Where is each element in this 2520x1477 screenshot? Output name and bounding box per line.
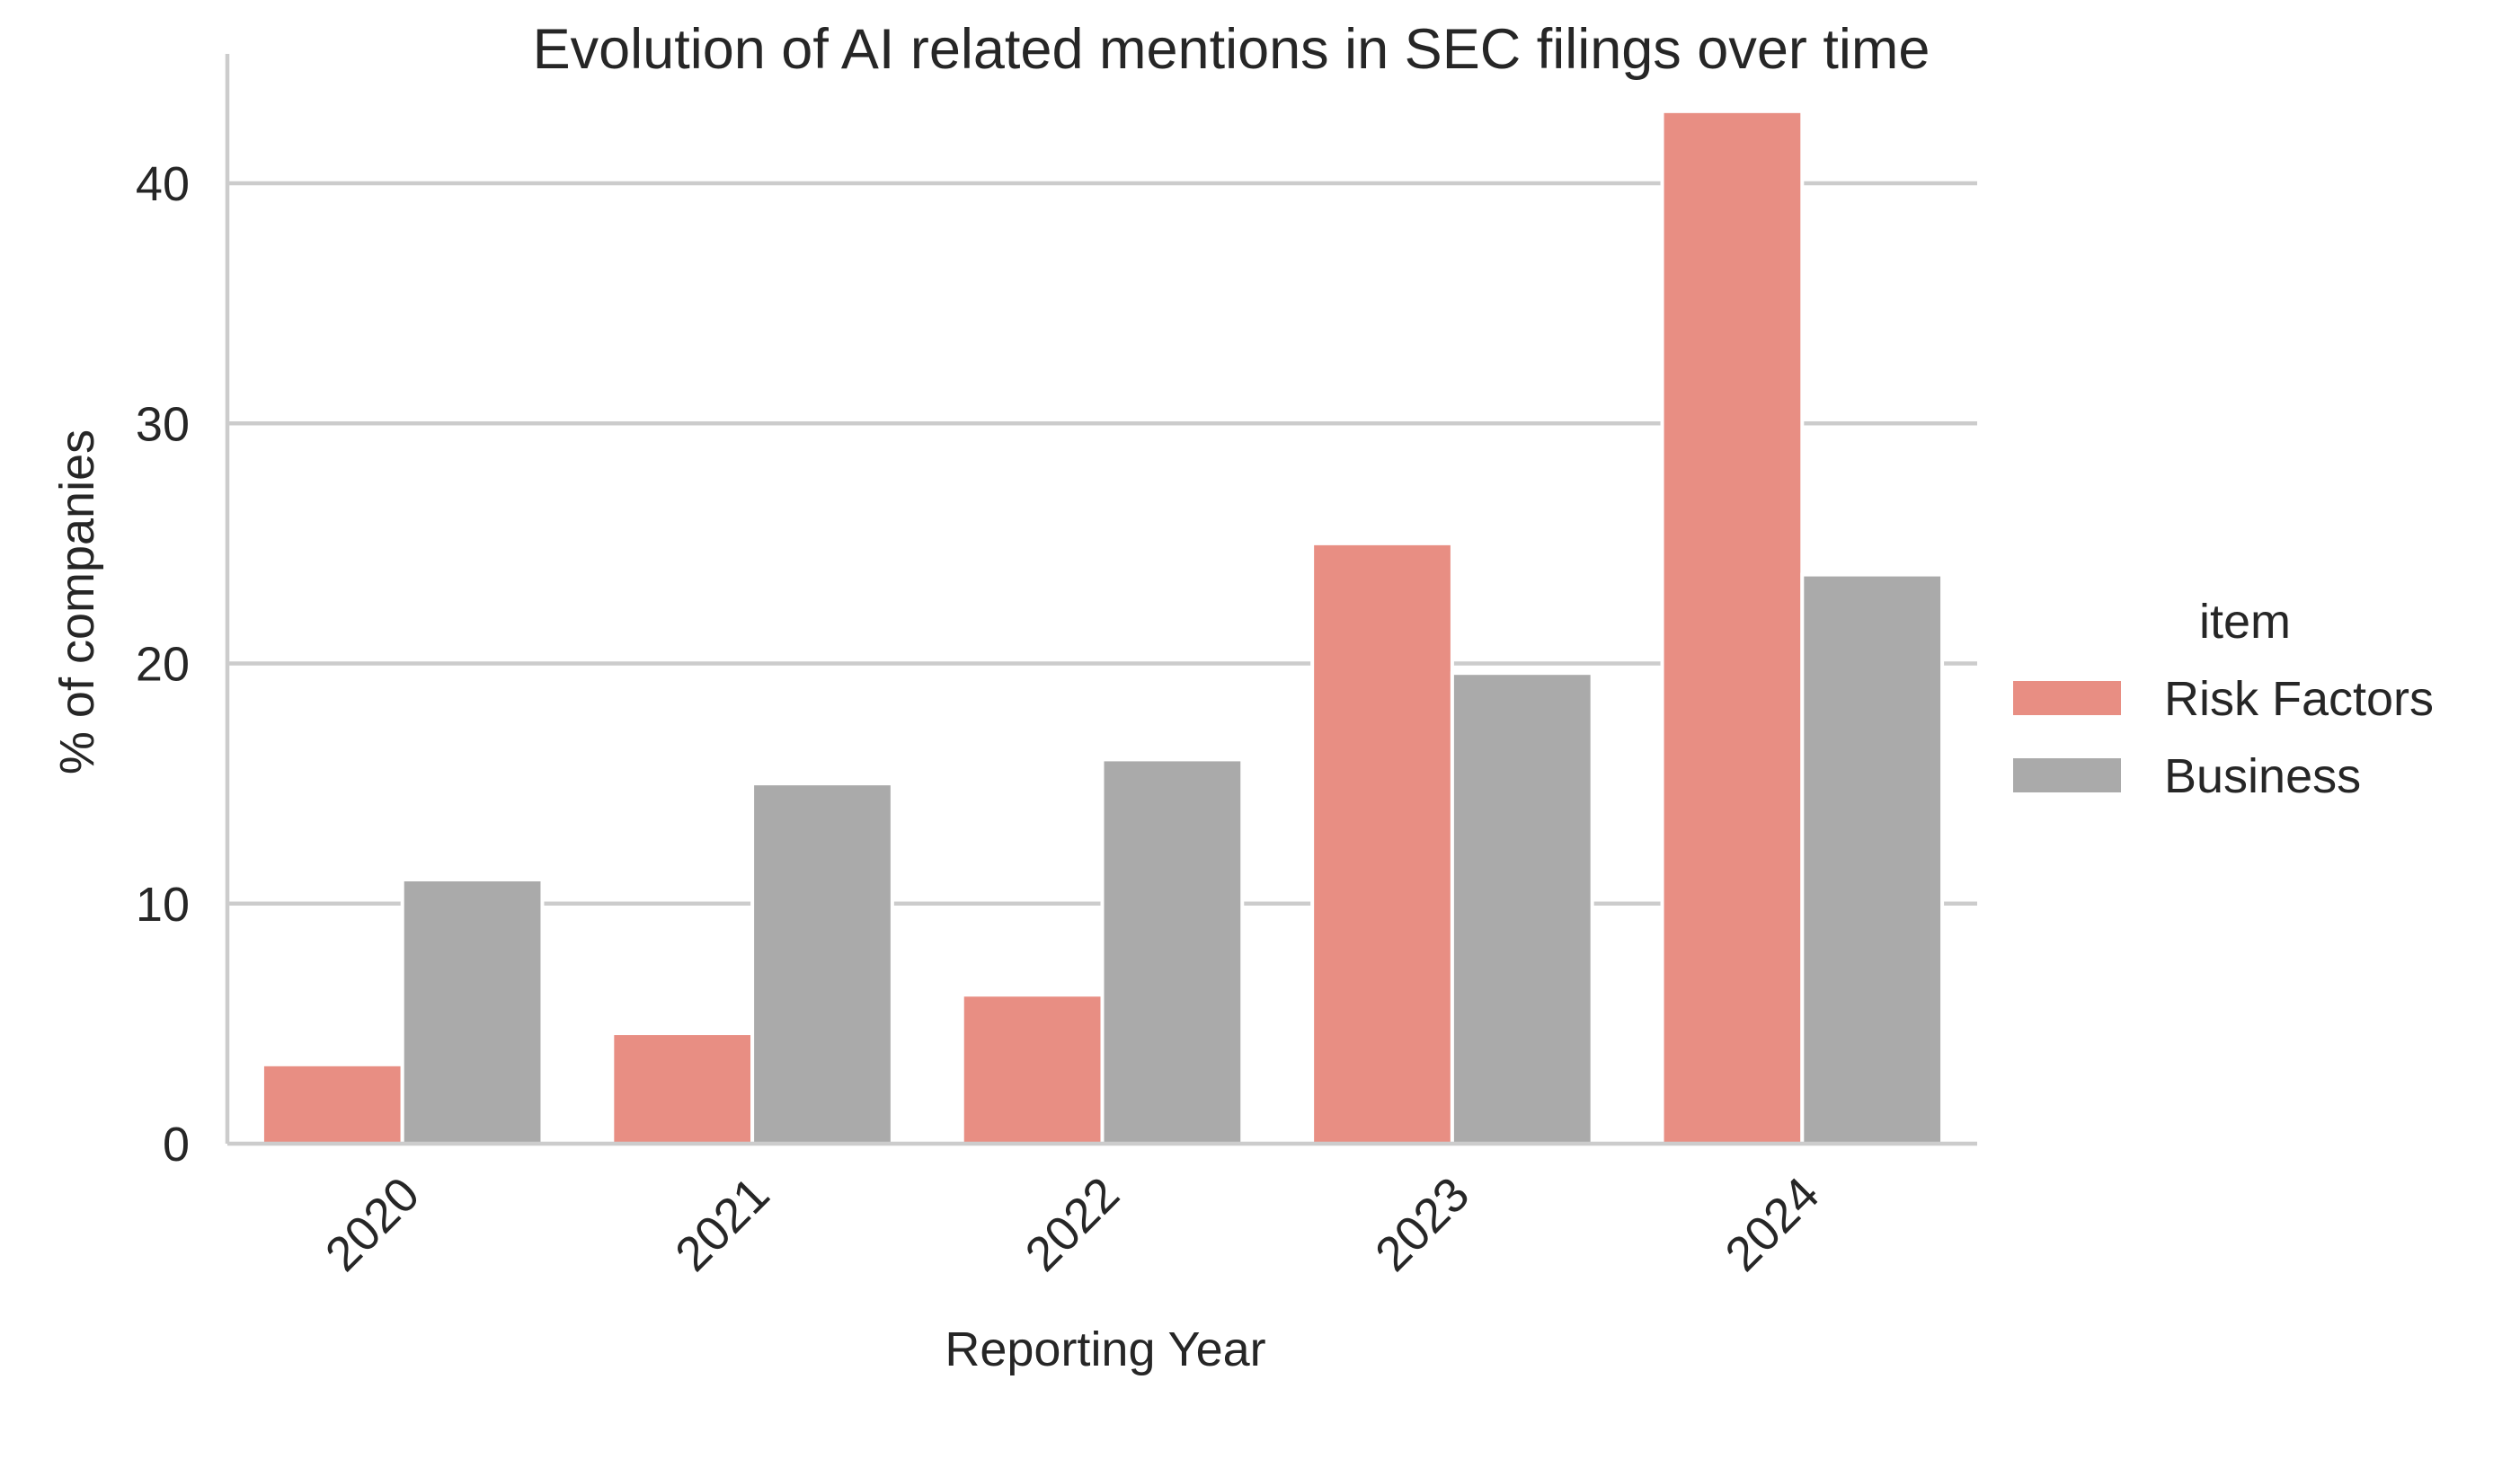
x-tick-label: 2020 [315, 1167, 430, 1281]
y-axis-title: % of companies [50, 429, 104, 774]
x-tick-label: 2024 [1715, 1167, 1829, 1281]
legend-swatch-risk-factors [2013, 681, 2121, 715]
bar-risk-factors-2021 [610, 1031, 755, 1145]
legend-label-business: Business [2164, 749, 2361, 803]
chart-title: Evolution of AI related mentions in SEC … [533, 18, 1930, 81]
bar-risk-factors-2023 [1310, 541, 1454, 1145]
y-tick-label: 30 [136, 397, 190, 451]
x-tick-label: 2021 [665, 1167, 779, 1281]
y-tick-label: 40 [136, 157, 190, 211]
bar-risk-factors-2024 [1660, 109, 1805, 1146]
legend-items: Risk Factors Business [2013, 672, 2434, 803]
legend-swatch-business [2013, 758, 2121, 792]
bars [260, 109, 1945, 1146]
bar-business-2023 [1450, 671, 1594, 1145]
legend: item Risk Factors Business [2013, 595, 2434, 803]
bar-business-2021 [750, 782, 894, 1145]
y-tick-labels: 0 10 20 30 40 [136, 157, 190, 1172]
y-tick-label: 10 [136, 878, 190, 932]
axes [225, 54, 1977, 1146]
bar-business-2022 [1100, 757, 1245, 1146]
legend-title: item [2199, 595, 2291, 649]
x-axis-title: Reporting Year [945, 1322, 1265, 1376]
y-tick-label: 20 [136, 638, 190, 692]
x-tick-label: 2023 [1365, 1167, 1479, 1281]
x-tick-label: 2022 [1016, 1167, 1130, 1281]
legend-label-risk-factors: Risk Factors [2164, 672, 2434, 726]
bar-risk-factors-2020 [260, 1062, 404, 1145]
bar-business-2024 [1800, 572, 1945, 1145]
x-tick-labels: 2020 2021 2022 2023 2024 [315, 1167, 1830, 1281]
y-tick-label: 0 [163, 1118, 190, 1172]
bar-business-2020 [400, 878, 545, 1146]
bar-risk-factors-2022 [960, 993, 1105, 1146]
